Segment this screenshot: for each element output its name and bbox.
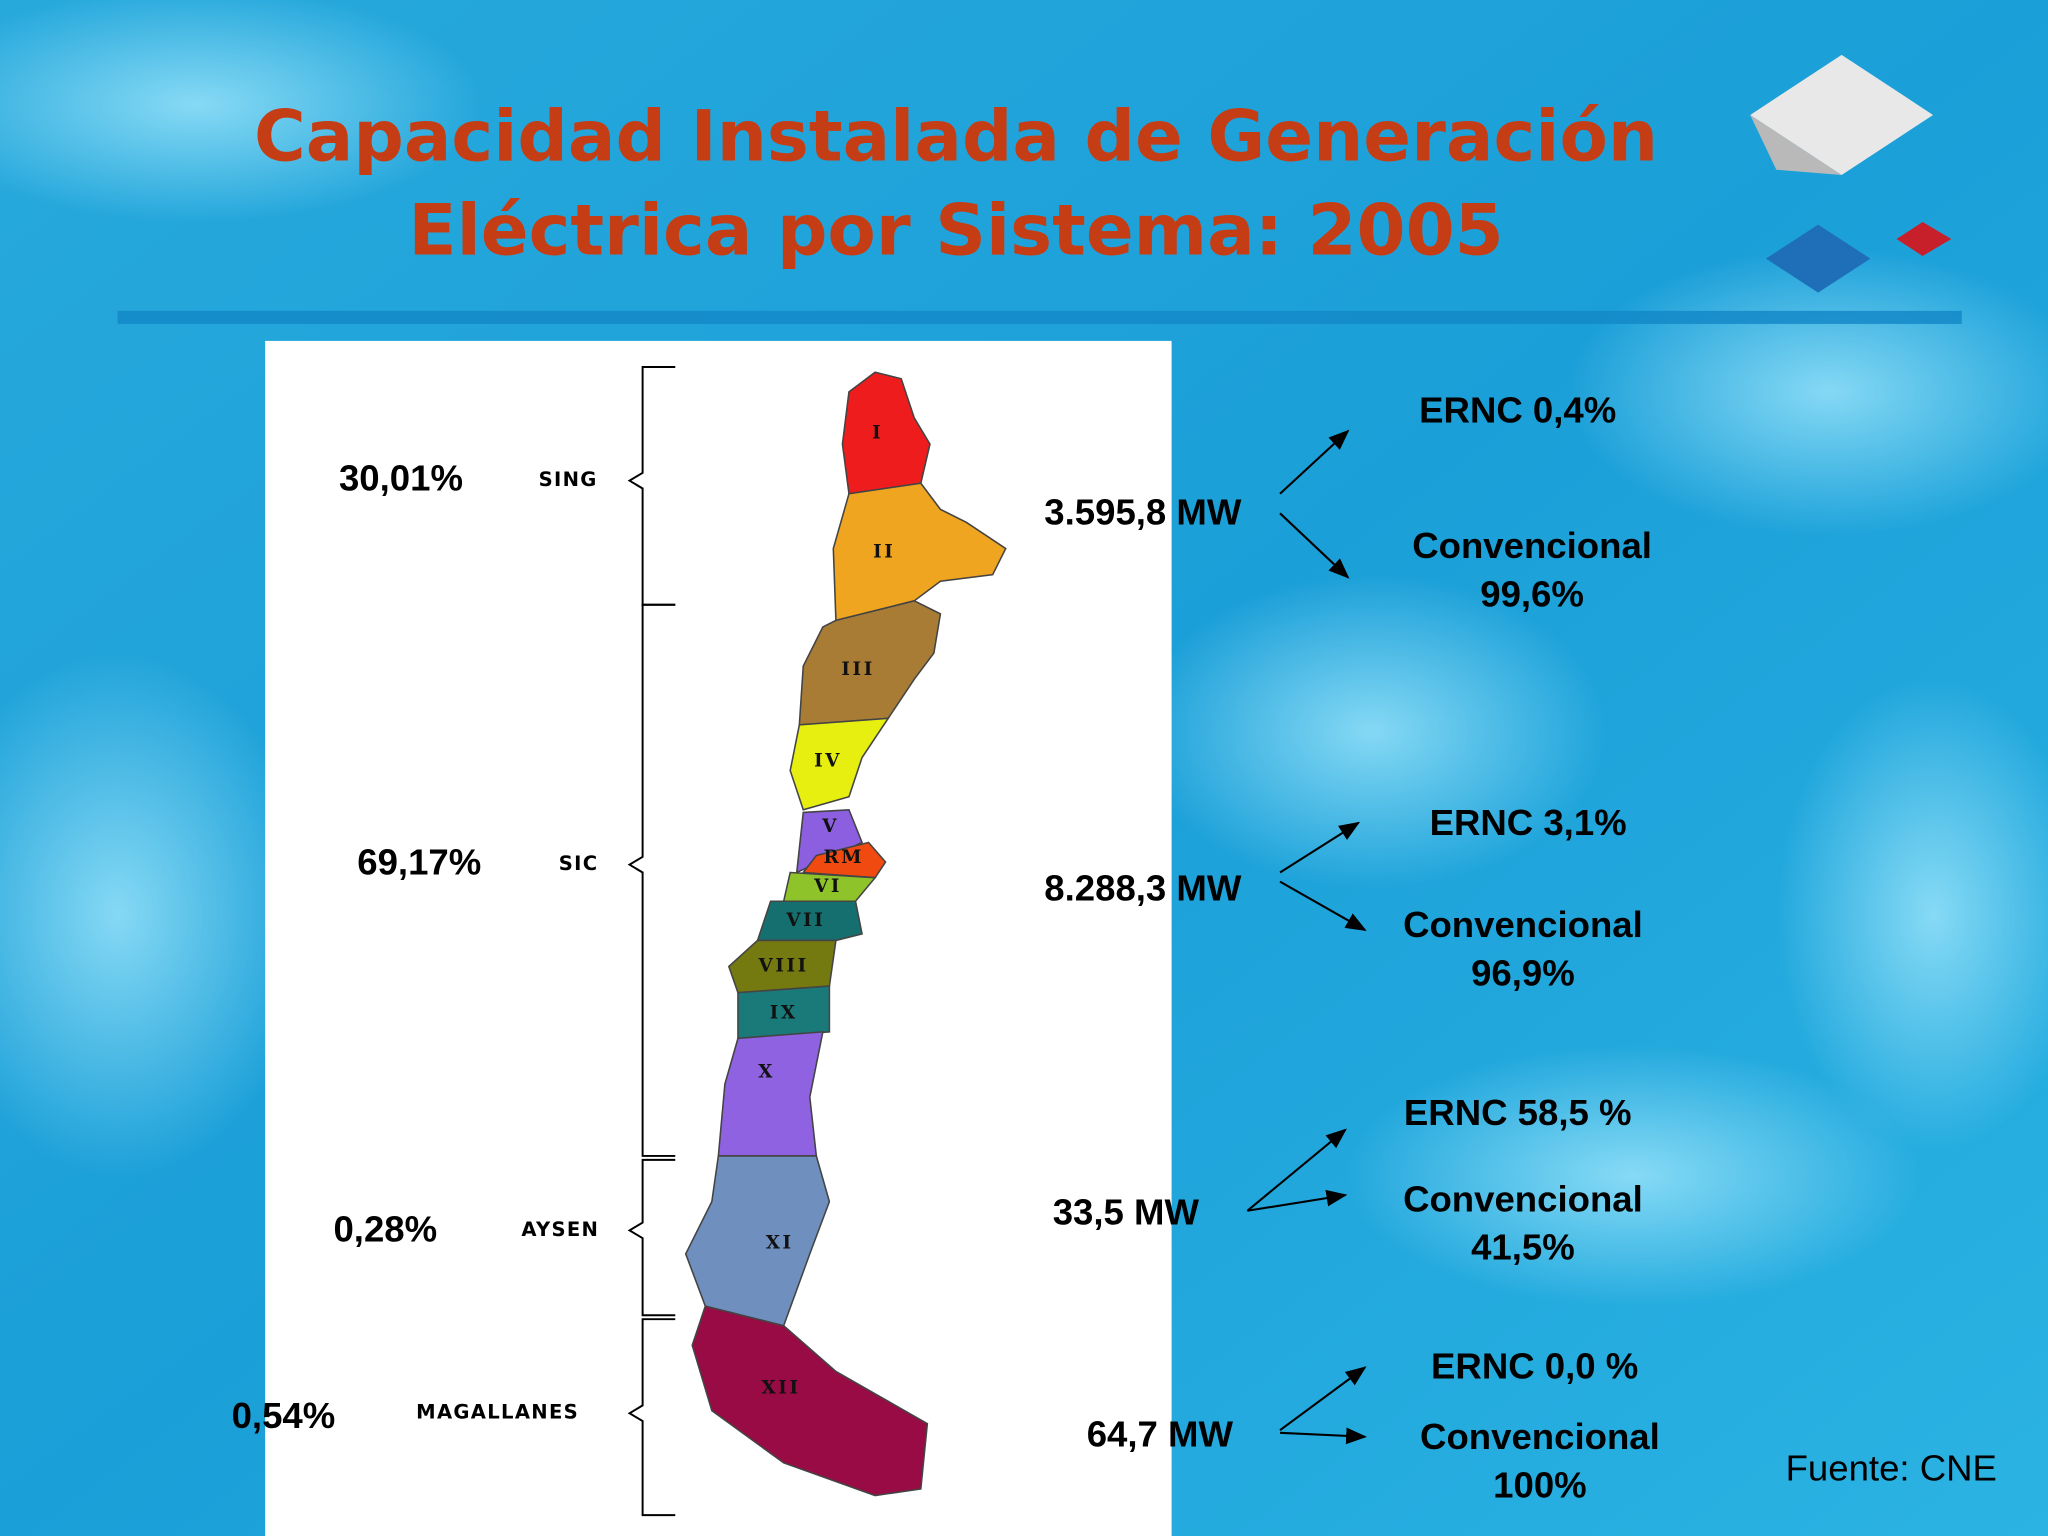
region-label: X bbox=[758, 1061, 775, 1082]
ernc: ERNC 3,1% bbox=[1430, 802, 1627, 843]
logo-cubes bbox=[1750, 54, 1952, 293]
conventional: 100% bbox=[1493, 1464, 1587, 1505]
system-sing: 30,01% SING 3.595,8 MW ERNC 0,4% Convenc… bbox=[339, 389, 1652, 614]
ernc: ERNC 58,5 % bbox=[1404, 1092, 1632, 1133]
share: 0,54% bbox=[232, 1395, 336, 1436]
conventional: Convencional bbox=[1403, 904, 1643, 945]
region-label: V bbox=[821, 816, 839, 837]
system-sic: 69,17% SIC 8.288,3 MW ERNC 3,1% Convenci… bbox=[357, 802, 1643, 993]
conventional: Convencional bbox=[1420, 1416, 1660, 1457]
share: 30,01% bbox=[339, 457, 463, 498]
title-line: Capacidad Instalada de Generación bbox=[254, 96, 1658, 178]
capacity: 64,7 MW bbox=[1087, 1413, 1234, 1454]
capacity: 3.595,8 MW bbox=[1044, 491, 1242, 532]
system-name: SIC bbox=[559, 852, 599, 875]
source: Fuente: CNE bbox=[1786, 1447, 1997, 1488]
share: 69,17% bbox=[357, 841, 481, 882]
region-label: XII bbox=[762, 1377, 801, 1398]
region-label: III bbox=[841, 659, 874, 680]
region-label: VI bbox=[813, 876, 842, 897]
region-label: XI bbox=[766, 1232, 794, 1253]
conventional: Convencional bbox=[1412, 525, 1652, 566]
conventional: 99,6% bbox=[1480, 574, 1584, 615]
brackets bbox=[627, 366, 676, 1517]
region-label: RM bbox=[823, 847, 864, 868]
system-aysen: 0,28% AYSEN 33,5 MW ERNC 58,5 % Convenci… bbox=[333, 1092, 1642, 1268]
conventional: Convencional bbox=[1403, 1178, 1643, 1219]
region-label: VII bbox=[785, 910, 825, 931]
background-ripples bbox=[0, 0, 2048, 1307]
region-label: IX bbox=[770, 1003, 798, 1024]
capacity: 8.288,3 MW bbox=[1044, 867, 1242, 908]
share: 0,28% bbox=[333, 1208, 437, 1249]
system-name: AYSEN bbox=[521, 1218, 599, 1241]
region-label: II bbox=[873, 541, 895, 562]
conventional: 96,9% bbox=[1471, 952, 1575, 993]
ernc: ERNC 0,4% bbox=[1419, 389, 1616, 430]
title-line: Eléctrica por Sistema: 2005 bbox=[408, 190, 1503, 272]
capacity: 33,5 MW bbox=[1053, 1191, 1200, 1232]
system-magallanes: 0,54% MAGALLANES 64,7 MW ERNC 0,0 % Conv… bbox=[232, 1345, 1660, 1505]
system-name: MAGALLANES bbox=[416, 1401, 579, 1424]
region-label: IV bbox=[814, 750, 842, 771]
conventional: 41,5% bbox=[1471, 1227, 1575, 1268]
map: I II III IV V RM VI VII VIII IX X XI XII bbox=[684, 371, 1007, 1497]
region-label: I bbox=[872, 423, 883, 444]
ernc: ERNC 0,0 % bbox=[1431, 1345, 1638, 1386]
title-rule bbox=[117, 310, 1962, 324]
system-name: SING bbox=[539, 468, 598, 491]
region-label: VIII bbox=[758, 956, 809, 977]
